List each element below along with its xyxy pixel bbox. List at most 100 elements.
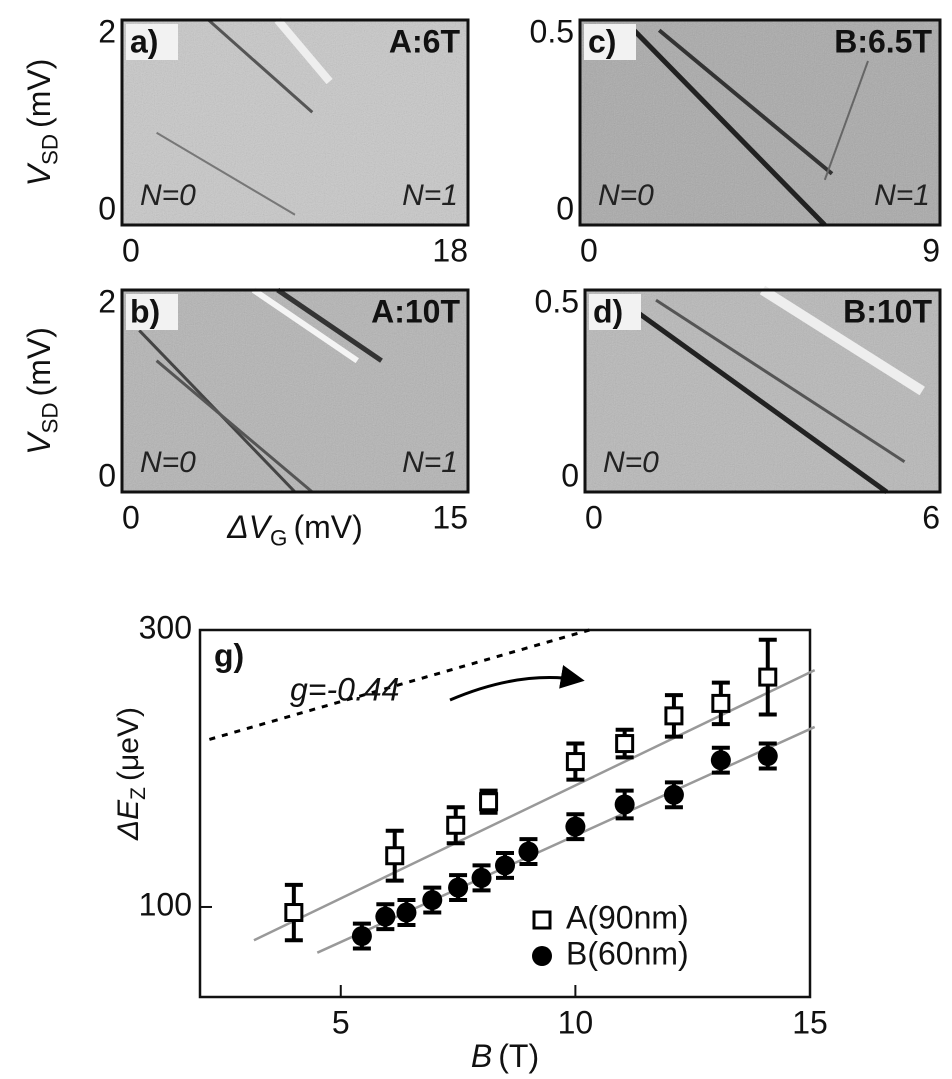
data-point — [351, 926, 372, 947]
x-tick-label: 6 — [922, 499, 940, 535]
x-tick-label: 0 — [585, 499, 603, 535]
x-tick-label: 18 — [432, 232, 468, 268]
region-label: N=0 — [598, 179, 654, 212]
image-feature — [251, 287, 359, 364]
image-noise — [122, 290, 468, 492]
data-point — [422, 890, 443, 911]
data-point — [758, 667, 778, 687]
data-point — [711, 693, 731, 713]
image-noise — [580, 20, 940, 225]
image-noise — [122, 20, 468, 225]
panel-frame — [120, 288, 470, 494]
y-tick-label: 0 — [561, 457, 579, 493]
x-tick-label: 0 — [580, 232, 598, 268]
data-point — [614, 794, 635, 815]
y-tick-label: 2 — [98, 13, 116, 49]
panel-frame — [583, 288, 942, 494]
image-feature — [655, 298, 906, 463]
panel-label-bg — [589, 294, 641, 330]
image-feature — [274, 17, 333, 85]
data-point — [664, 706, 684, 726]
data-point — [479, 792, 499, 812]
image-feature — [823, 60, 869, 181]
image-feature — [207, 18, 314, 114]
data-point — [565, 752, 585, 772]
y-axis-label: ΔEZ (μeV) — [112, 707, 150, 841]
panel-label: c) — [588, 23, 616, 59]
image-feature — [156, 131, 296, 216]
y-axis-label-unit: (mV) — [21, 59, 57, 128]
data-point — [471, 867, 492, 888]
y-axis-label-sub: Z — [127, 787, 150, 800]
annotation-arrow — [449, 665, 585, 702]
panel-label: b) — [130, 293, 160, 329]
data-point — [448, 877, 469, 898]
data-point — [757, 746, 778, 767]
panel-frame — [578, 18, 942, 227]
image-feature — [276, 287, 383, 363]
x-axis-label-main: ΔV — [226, 509, 272, 545]
y-tick-label: 0.5 — [535, 283, 579, 319]
x-axis-label-sub: G — [270, 526, 287, 551]
region-label: N=0 — [140, 446, 196, 479]
image-feature — [632, 28, 827, 227]
legend-label: A(90nm) — [566, 899, 689, 935]
image-feature — [619, 298, 889, 495]
y-axis-label-sub: SD — [38, 134, 63, 165]
y-tick-label: 0 — [98, 457, 116, 493]
region-label: N=0 — [603, 446, 659, 479]
data-point — [446, 815, 466, 835]
data-point — [615, 734, 635, 754]
x-tick-label: 10 — [558, 1004, 594, 1040]
image-feature — [657, 28, 834, 176]
region-label: N=1 — [402, 446, 458, 479]
x-axis-label-unit: (T) — [498, 1038, 539, 1074]
data-point — [396, 902, 417, 923]
data-point — [518, 841, 539, 862]
data-point — [385, 846, 405, 866]
y-tick-label: 300 — [139, 609, 192, 645]
y-axis-label-main: ΔE — [112, 799, 145, 841]
reference-label: g=-0.44 — [290, 671, 399, 707]
reference-line — [208, 628, 590, 741]
data-point — [284, 903, 304, 923]
data-point — [565, 816, 586, 837]
data-point — [710, 750, 731, 771]
x-tick-label: 15 — [432, 499, 468, 535]
y-axis-label-main: V — [21, 431, 57, 455]
panel-label: d) — [593, 293, 623, 329]
plot-frame — [198, 628, 812, 999]
x-tick-label: 0 — [122, 232, 140, 268]
image-feature — [155, 359, 314, 494]
fit-line — [253, 669, 816, 942]
y-axis-label-unit: (μeV) — [112, 707, 145, 781]
x-tick-label: 0 — [122, 499, 140, 535]
y-tick-label: 0 — [556, 190, 574, 226]
region-label: N=1 — [402, 179, 458, 212]
panel-title: A:6T — [389, 23, 461, 59]
image-feature — [759, 285, 925, 396]
panel-label-bg — [126, 294, 178, 330]
y-tick-label: 0 — [98, 190, 116, 226]
y-tick-label: 100 — [139, 886, 192, 922]
y-axis-label: VSD (mV) — [21, 327, 62, 455]
y-tick-label: 2 — [98, 283, 116, 319]
panel-label-bg — [584, 24, 636, 60]
panel-frame — [120, 18, 470, 227]
x-tick-label: 9 — [922, 232, 940, 268]
legend-label: B(60nm) — [566, 935, 689, 971]
data-point — [375, 906, 396, 927]
y-axis-label-unit: (mV) — [21, 327, 57, 396]
panel-title: B:10T — [843, 293, 932, 329]
y-tick-label: 0.5 — [530, 13, 574, 49]
data-point — [495, 855, 515, 876]
y-axis-label-main: V — [21, 162, 57, 186]
data-point — [663, 784, 684, 805]
panel-label-bg — [126, 24, 178, 60]
y-axis-label-sub: SD — [38, 402, 63, 433]
panel-title: B:6.5T — [834, 23, 932, 59]
panel-title: A:10T — [371, 293, 460, 329]
x-axis-label-main: B — [471, 1038, 492, 1074]
x-tick-label: 15 — [792, 1004, 828, 1040]
